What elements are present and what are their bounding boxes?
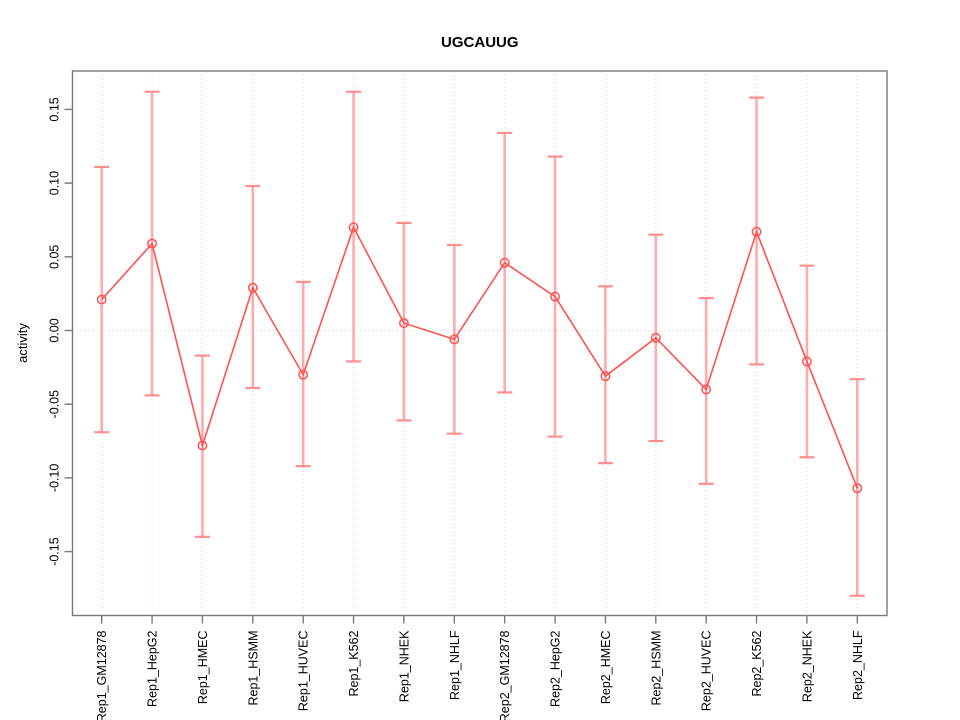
x-tick-label: Rep2_GM12878 xyxy=(498,630,512,720)
y-axis-title: activity xyxy=(15,323,30,363)
data-point xyxy=(348,222,359,233)
x-tick-label: Rep1_HSMM xyxy=(246,631,260,706)
x-tick-label: Rep1_HMEC xyxy=(196,631,210,705)
data-point xyxy=(801,356,812,367)
x-tick-label: Rep2_K562 xyxy=(750,630,764,696)
data-point xyxy=(449,334,460,345)
y-tick-label: -0.10 xyxy=(48,464,62,493)
x-tick-label: Rep1_GM12878 xyxy=(95,630,109,720)
x-tick-label: Rep1_K562 xyxy=(347,630,361,696)
y-tick-label: 0.05 xyxy=(48,245,62,269)
plot-border xyxy=(71,70,888,617)
x-tick-label: Rep1_NHLF xyxy=(448,630,462,700)
data-point xyxy=(499,257,510,268)
y-tick-label: 0.10 xyxy=(48,171,62,195)
data-line xyxy=(101,225,859,489)
data-point xyxy=(650,332,661,343)
plot-content: 0.15 0.10 0.05 0.00 -0.05 -0.10 -0.15 Rep1_GM12… xyxy=(48,70,888,720)
x-tick-label: Rep2_NHLF xyxy=(851,630,865,700)
y-tick-label: 0.15 xyxy=(48,97,62,121)
x-tick-label: Rep1_HUVEC xyxy=(297,631,311,712)
y-tick-label: 0.00 xyxy=(48,318,62,342)
data-point xyxy=(852,483,863,494)
data-point xyxy=(600,371,611,382)
data-point xyxy=(147,238,158,249)
y-tick-label: -0.15 xyxy=(48,537,62,566)
x-tick-label: Rep2_HUVEC xyxy=(700,631,714,712)
data-point xyxy=(398,318,409,329)
data-point xyxy=(247,282,258,293)
x-tick-label: Rep2_NHEK xyxy=(800,630,814,702)
y-tick-label: -0.05 xyxy=(48,390,62,419)
x-tick-label: Rep2_HSMM xyxy=(649,631,663,706)
x-tick-label: Rep1_NHEK xyxy=(397,630,411,702)
data-point xyxy=(197,440,208,451)
x-tick-label: Rep2_HMEC xyxy=(599,631,613,705)
data-point xyxy=(701,384,712,395)
chart-title: UGCAUUG xyxy=(441,34,519,51)
data-point xyxy=(550,291,561,302)
x-tick-label: Rep1_HepG2 xyxy=(146,630,160,706)
x-tick-label: Rep2_HepG2 xyxy=(549,630,563,706)
data-point xyxy=(298,369,309,380)
data-point xyxy=(96,294,107,305)
data-point xyxy=(751,226,762,237)
